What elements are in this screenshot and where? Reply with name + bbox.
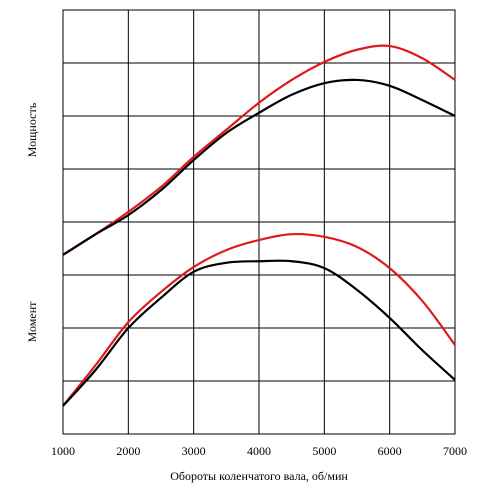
x-tick-label: 5000 xyxy=(312,444,336,458)
x-tick-label: 2000 xyxy=(116,444,140,458)
y-axis-label: Момент xyxy=(25,301,39,342)
x-tick-label: 6000 xyxy=(378,444,402,458)
y-axis-label: Мощность xyxy=(25,102,39,157)
x-tick-label: 4000 xyxy=(247,444,271,458)
line-series xyxy=(62,44,456,256)
x-axis-label: Обороты коленчатого вала, об/мин xyxy=(170,469,348,483)
x-tick-label: 1000 xyxy=(51,444,75,458)
line-series xyxy=(62,232,456,407)
line-series xyxy=(62,259,456,407)
x-tick-label: 3000 xyxy=(182,444,206,458)
line-series xyxy=(62,78,456,256)
x-tick-label: 7000 xyxy=(443,444,467,458)
